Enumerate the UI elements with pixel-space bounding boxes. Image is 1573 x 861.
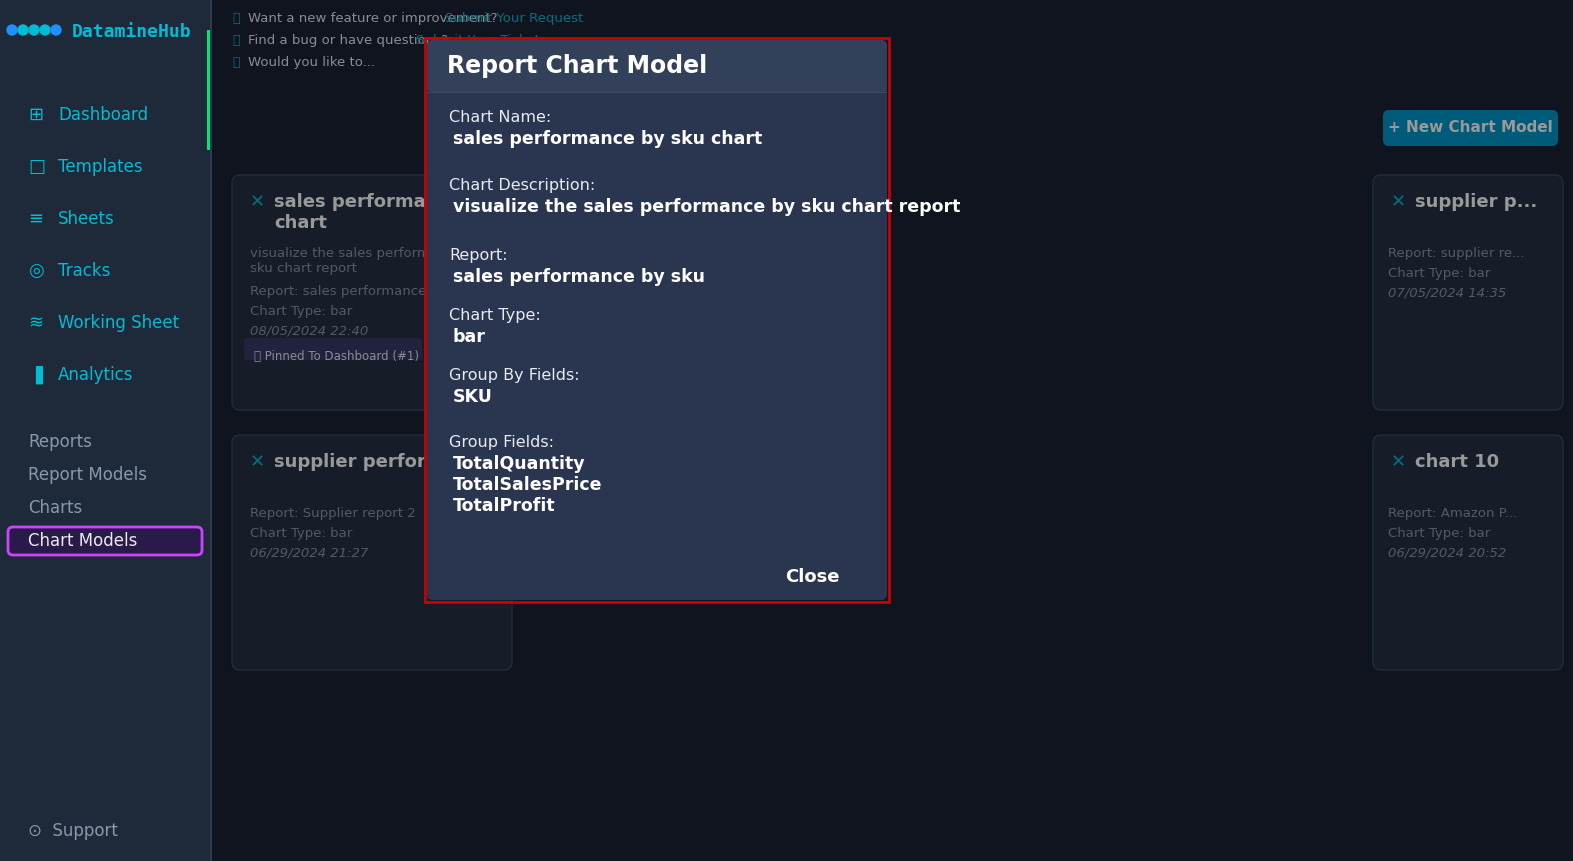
- Text: Submit Your Ticket: Submit Your Ticket: [417, 34, 540, 47]
- FancyBboxPatch shape: [426, 40, 887, 92]
- Text: 06/29/2024 21:27: 06/29/2024 21:27: [250, 547, 368, 560]
- Text: ✕: ✕: [250, 193, 266, 211]
- Bar: [0, 0, 211, 861]
- Text: ✕: ✕: [250, 453, 266, 471]
- Text: bar: bar: [453, 328, 486, 346]
- Text: Report: supplier re...: Report: supplier re...: [1387, 247, 1524, 260]
- Text: Would you like to...: Would you like to...: [249, 56, 374, 69]
- FancyBboxPatch shape: [8, 527, 201, 555]
- Text: Report Chart Model: Report Chart Model: [447, 54, 708, 78]
- Text: chart 10: chart 10: [1416, 453, 1499, 471]
- Text: Want a new feature or improvement?: Want a new feature or improvement?: [249, 12, 497, 25]
- Text: Group By Fields:: Group By Fields:: [448, 368, 579, 383]
- Text: Chart Name:: Chart Name:: [448, 110, 551, 125]
- Bar: [211, 0, 212, 861]
- Text: 08/05/2024 22:40: 08/05/2024 22:40: [250, 325, 368, 338]
- Text: Charts: Charts: [28, 499, 82, 517]
- Text: Working Sheet: Working Sheet: [58, 314, 179, 332]
- Text: + New Chart Model: + New Chart Model: [1387, 121, 1553, 135]
- Text: Dashboard: Dashboard: [58, 106, 148, 124]
- Text: □: □: [28, 158, 46, 176]
- Text: visualize the sales performance by sku chart report: visualize the sales performance by sku c…: [453, 198, 961, 216]
- Text: TotalProfit: TotalProfit: [453, 497, 555, 515]
- Bar: [212, 0, 1573, 861]
- FancyBboxPatch shape: [231, 435, 511, 670]
- Text: Report: sales performance b...: Report: sales performance b...: [250, 285, 451, 298]
- FancyBboxPatch shape: [244, 338, 422, 360]
- FancyBboxPatch shape: [1373, 435, 1564, 670]
- Text: Chart Type: bar: Chart Type: bar: [250, 305, 352, 318]
- Text: Chart Type: bar: Chart Type: bar: [1387, 527, 1490, 540]
- Text: SKU: SKU: [453, 388, 492, 406]
- FancyBboxPatch shape: [1373, 175, 1564, 410]
- Text: Group Fields:: Group Fields:: [448, 435, 554, 450]
- Text: Report: Amazon P...: Report: Amazon P...: [1387, 507, 1516, 520]
- Text: Chart Type: bar: Chart Type: bar: [1387, 267, 1490, 280]
- Text: Analytics: Analytics: [58, 366, 134, 384]
- Text: Find a bug or have questions?: Find a bug or have questions?: [249, 34, 448, 47]
- Text: Submit Your Request: Submit Your Request: [445, 12, 584, 25]
- Text: sales performance
chart: sales performance chart: [274, 193, 461, 232]
- Text: Chart Description:: Chart Description:: [448, 178, 595, 193]
- Text: Sheets: Sheets: [58, 210, 115, 228]
- Text: Chart Type:: Chart Type:: [448, 308, 541, 323]
- Circle shape: [17, 25, 28, 35]
- Text: ⓘ: ⓘ: [231, 12, 239, 25]
- Text: ⋮: ⋮: [483, 457, 505, 477]
- Text: Templates: Templates: [58, 158, 143, 176]
- FancyBboxPatch shape: [426, 40, 887, 600]
- Text: ⋮: ⋮: [483, 197, 505, 217]
- Text: Report:: Report:: [448, 248, 508, 263]
- Text: TotalSalesPrice: TotalSalesPrice: [453, 476, 602, 494]
- Circle shape: [6, 25, 17, 35]
- Text: DatamineHub: DatamineHub: [72, 23, 192, 41]
- Bar: [208, 30, 211, 150]
- FancyBboxPatch shape: [1383, 110, 1557, 146]
- Text: visualize the sales performa...
sku chart report: visualize the sales performa... sku char…: [250, 247, 450, 275]
- Text: ▐: ▐: [28, 366, 42, 384]
- Bar: [425, 38, 889, 602]
- Text: Tracks: Tracks: [58, 262, 110, 280]
- Text: ⊞: ⊞: [28, 106, 42, 124]
- Text: 07/05/2024 14:35: 07/05/2024 14:35: [1387, 287, 1507, 300]
- Text: ⓘ: ⓘ: [231, 34, 239, 47]
- Text: 📌 Pinned To Dashboard (#1): 📌 Pinned To Dashboard (#1): [253, 350, 418, 363]
- Text: supplier performa...: supplier performa...: [274, 453, 477, 471]
- Text: ✕: ✕: [1391, 453, 1406, 471]
- Text: ≡: ≡: [28, 210, 42, 228]
- Text: ≋: ≋: [28, 314, 42, 332]
- Text: 06/29/2024 20:52: 06/29/2024 20:52: [1387, 547, 1507, 560]
- Text: ✕: ✕: [1391, 193, 1406, 211]
- Circle shape: [39, 25, 50, 35]
- Text: ⊙  Support: ⊙ Support: [28, 822, 118, 840]
- Text: Close: Close: [785, 568, 840, 586]
- Text: Report: Supplier report 2: Report: Supplier report 2: [250, 507, 415, 520]
- Bar: [212, 0, 1573, 861]
- Text: Report Models: Report Models: [28, 466, 146, 484]
- Circle shape: [28, 25, 39, 35]
- Text: sales performance by sku chart: sales performance by sku chart: [453, 130, 763, 148]
- Text: Chart Type: bar: Chart Type: bar: [250, 527, 352, 540]
- Text: Reports: Reports: [28, 433, 91, 451]
- Circle shape: [50, 25, 61, 35]
- Text: TotalQuantity: TotalQuantity: [453, 455, 585, 473]
- FancyBboxPatch shape: [231, 175, 511, 410]
- Text: ⤿: ⤿: [231, 56, 239, 69]
- Text: supplier p...: supplier p...: [1416, 193, 1537, 211]
- Bar: [426, 92, 887, 93]
- Text: sales performance by sku: sales performance by sku: [453, 268, 705, 286]
- Text: ◎: ◎: [28, 262, 44, 280]
- Text: Chart Models: Chart Models: [28, 532, 137, 550]
